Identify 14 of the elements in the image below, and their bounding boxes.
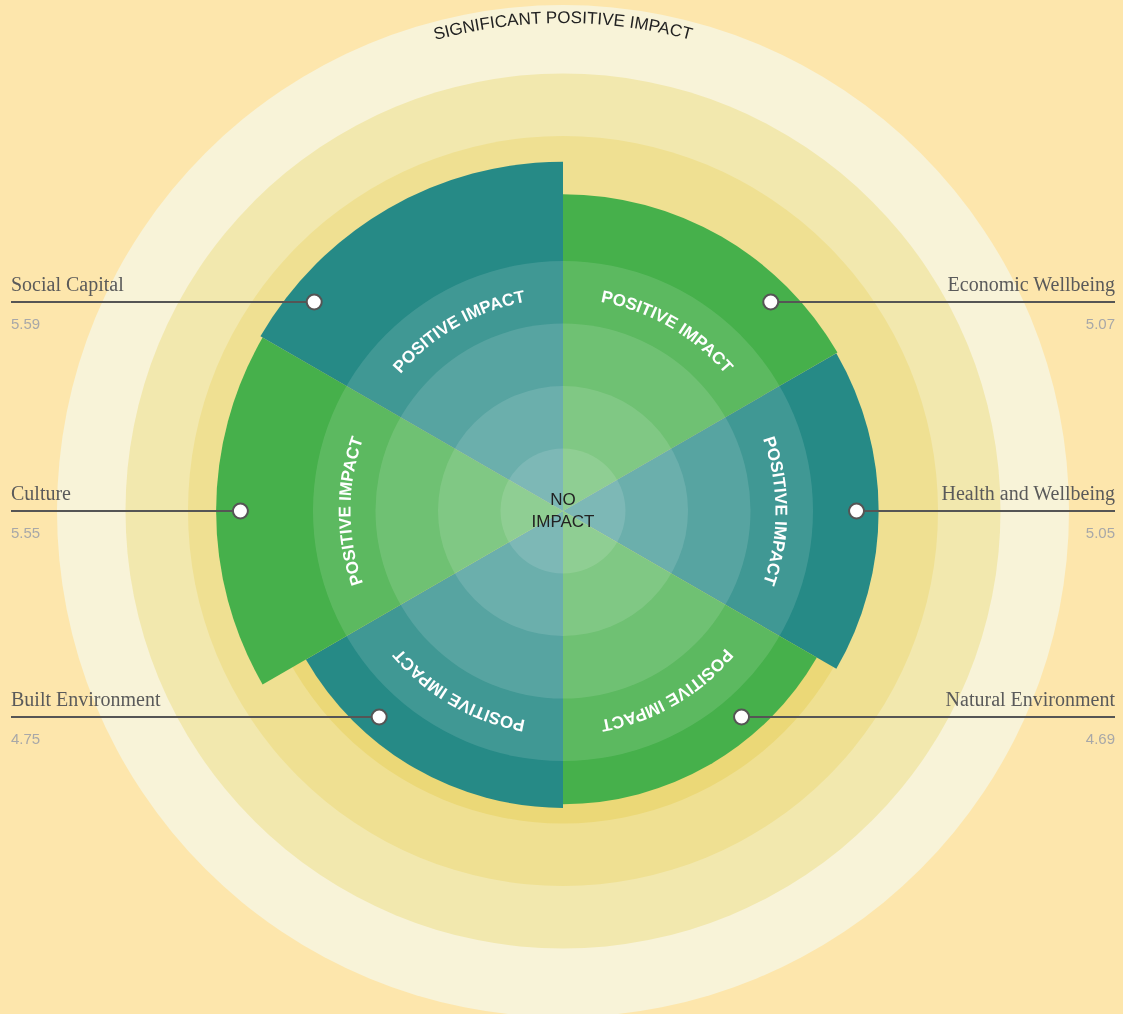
text: NO IMPACT [531, 490, 595, 531]
category-label: Health and Wellbeing [941, 482, 1115, 505]
category-label: Culture [11, 482, 72, 504]
category-label: Social Capital [11, 273, 125, 296]
data-label: 4.69 [1085, 730, 1115, 747]
data-label: 5.59 [11, 315, 41, 332]
text: SIGNIFICANT POSITIVE IMPACT [431, 7, 695, 44]
data-label: 5.55 [11, 524, 41, 541]
category-label: Economic Wellbeing [947, 273, 1115, 296]
data-label: 5.05 [1085, 524, 1115, 541]
category-label: Built Environment [11, 688, 161, 710]
category-label: Natural Environment [945, 688, 1116, 710]
data-label: 5.07 [1085, 315, 1115, 332]
data-label: 4.75 [11, 730, 41, 747]
